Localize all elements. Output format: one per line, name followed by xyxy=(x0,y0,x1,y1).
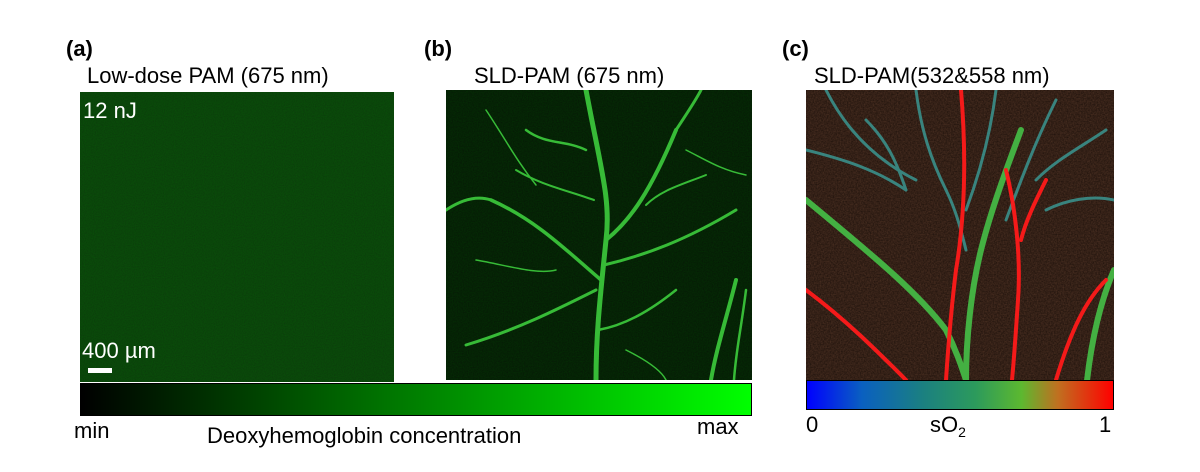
so2-caption-main: sO xyxy=(930,412,959,437)
panel-a-letter: (a) xyxy=(66,36,93,61)
energy-label: 12 nJ xyxy=(83,98,137,123)
panel-b-image xyxy=(446,90,752,380)
so2-max-label: 1 xyxy=(1099,412,1112,437)
panel-b-vessels xyxy=(446,90,752,380)
scale-bar xyxy=(88,368,112,373)
so2-caption-sub: 2 xyxy=(958,424,966,440)
so2-caption: sO2 xyxy=(930,412,966,440)
panel-a-noise xyxy=(80,92,394,382)
so2-min-label: 0 xyxy=(806,412,819,437)
deoxy-colorbar xyxy=(80,383,752,416)
deoxy-min-label: min xyxy=(74,418,110,443)
panel-a-image: 12 nJ 400 µm xyxy=(80,92,394,382)
panel-c-vessels xyxy=(806,90,1114,380)
so2-colorbar xyxy=(806,380,1114,410)
panel-c-letter: (c) xyxy=(782,36,809,61)
deoxy-max-label: max xyxy=(697,414,739,439)
panel-c-title: SLD-PAM(532&558 nm) xyxy=(814,63,1050,88)
deoxy-caption: Deoxyhemoglobin concentration xyxy=(207,423,522,448)
panel-b-title: SLD-PAM (675 nm) xyxy=(474,63,665,88)
panel-c-image xyxy=(806,90,1114,380)
scale-bar-label: 400 µm xyxy=(82,338,156,363)
panel-b-letter: (b) xyxy=(424,36,453,61)
panel-a-title: Low-dose PAM (675 nm) xyxy=(87,63,329,88)
